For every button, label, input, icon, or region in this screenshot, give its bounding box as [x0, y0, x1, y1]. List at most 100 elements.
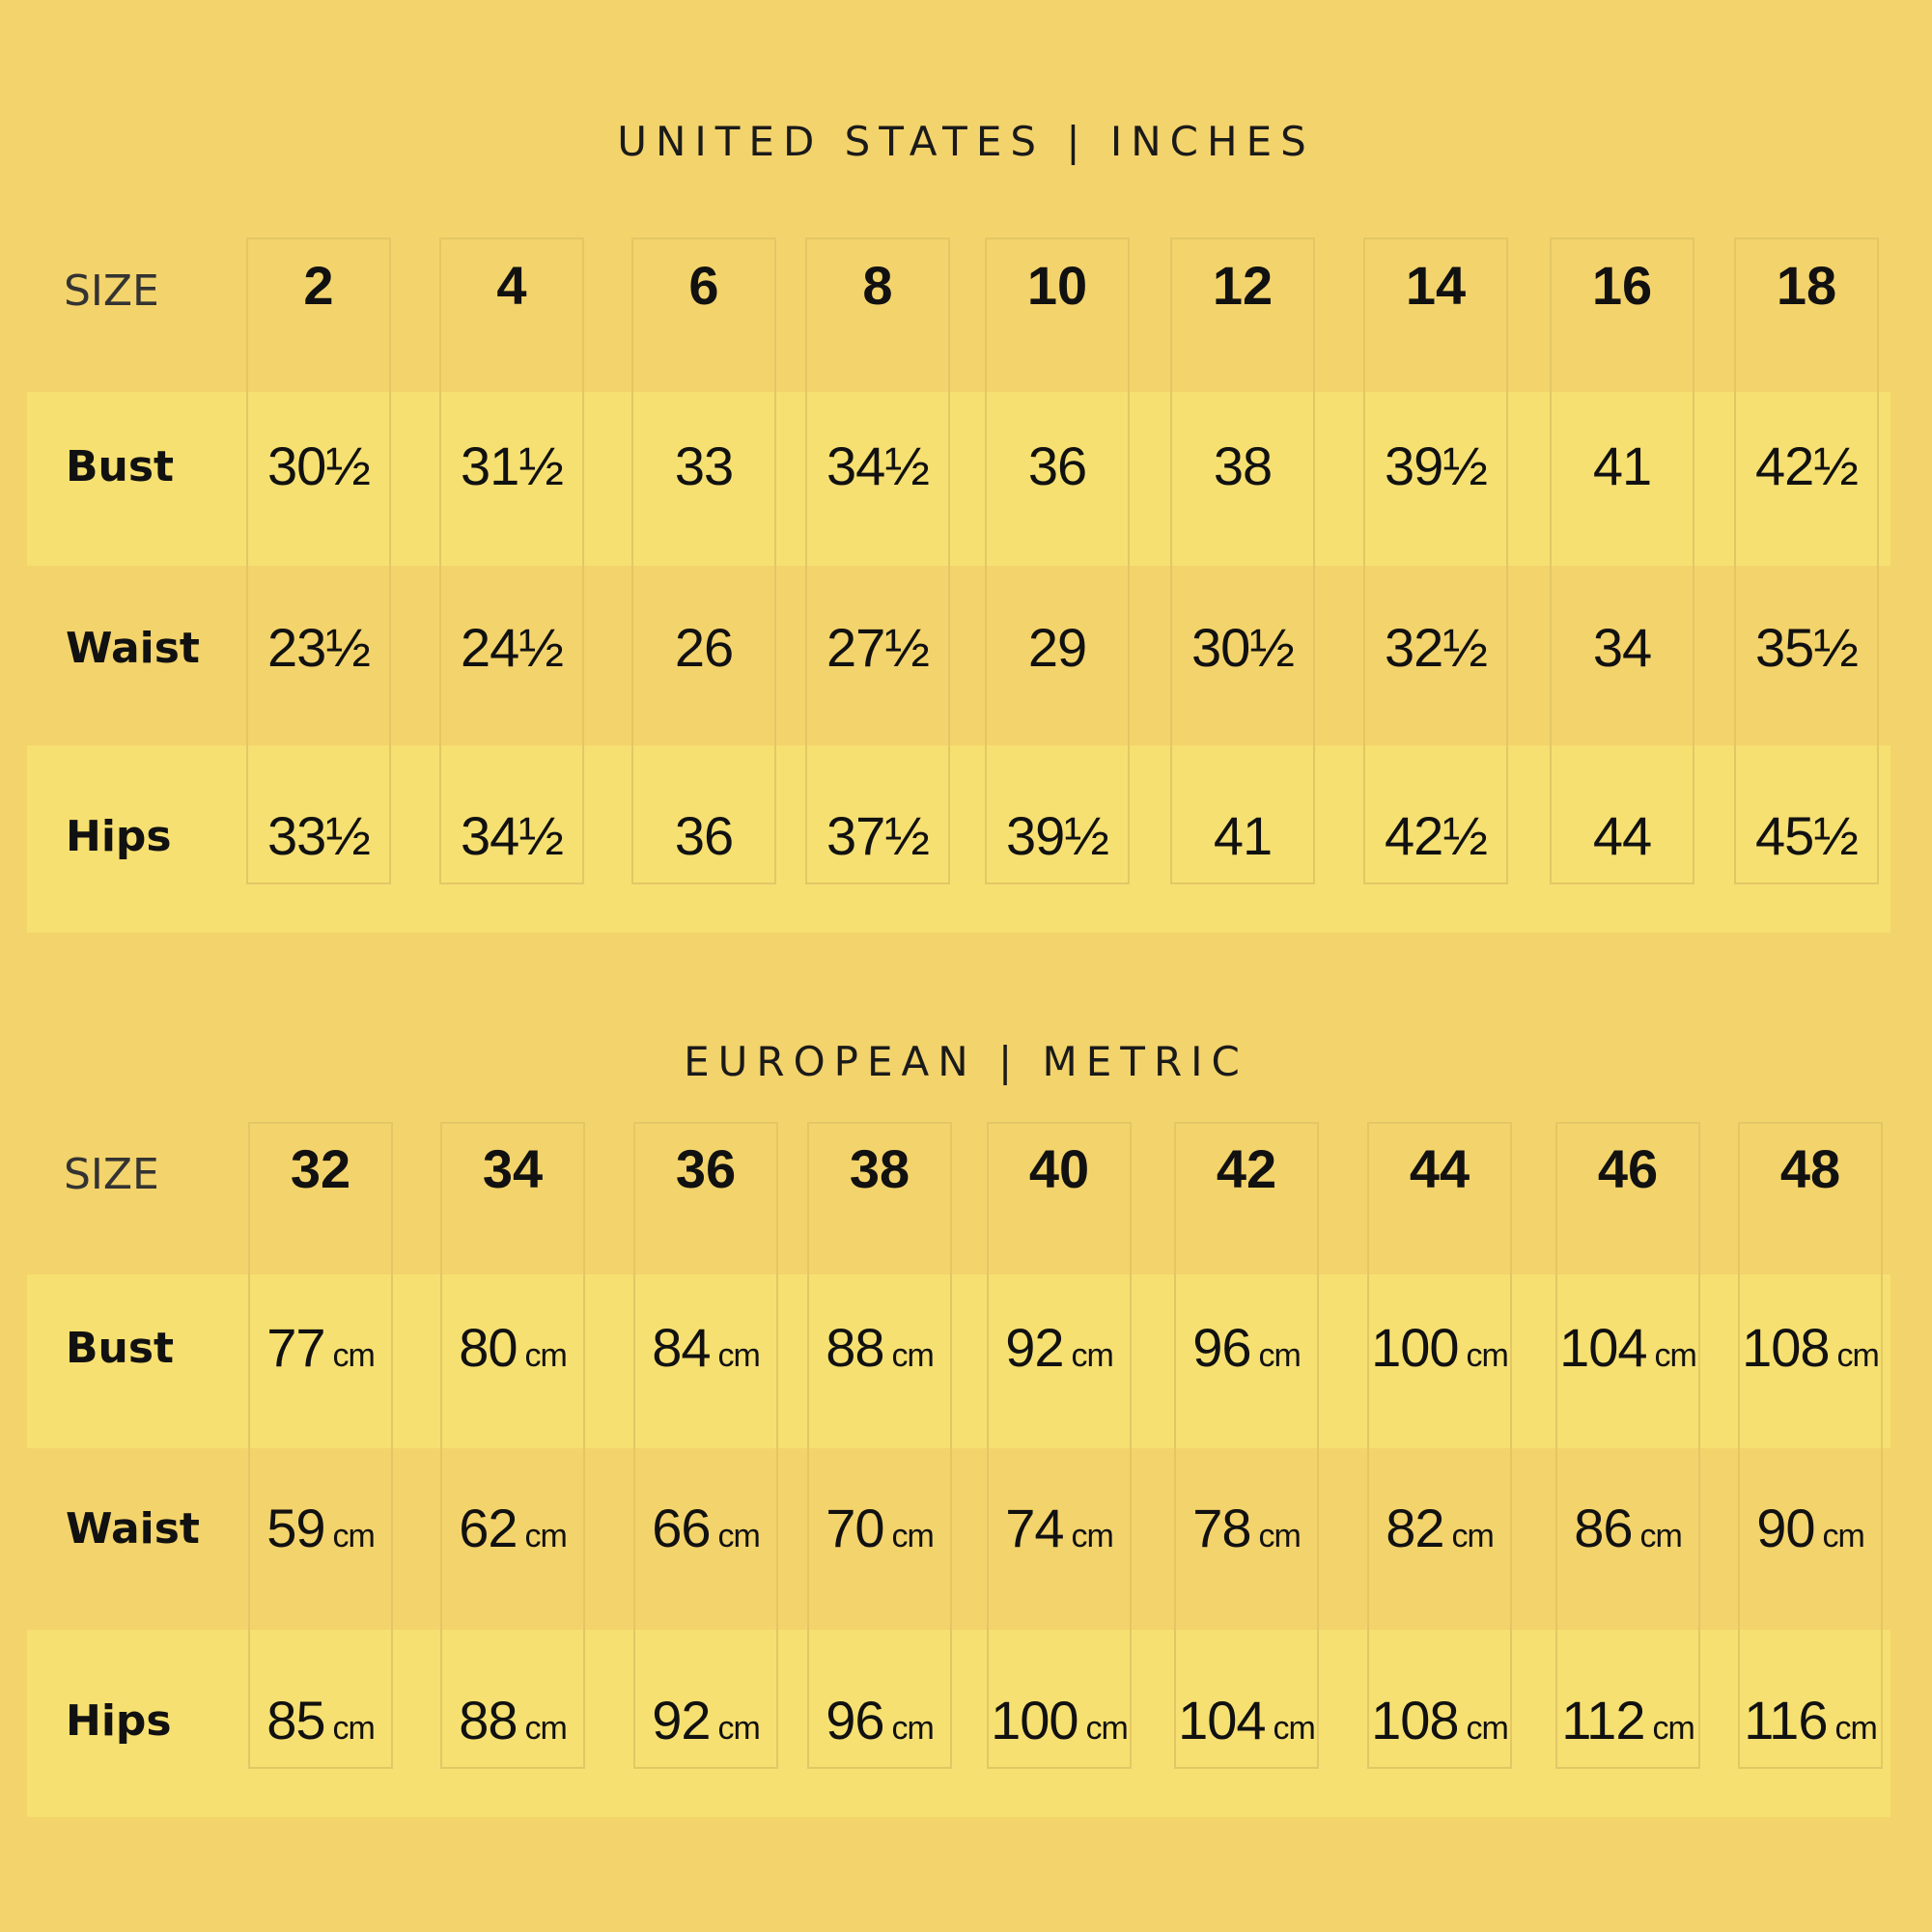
- unit-label: cm: [891, 1337, 934, 1374]
- band-hips: [27, 745, 1890, 933]
- size-column-box: [985, 238, 1130, 884]
- size-header: 16: [1591, 255, 1653, 316]
- measurement-cell: 92 cm: [977, 1316, 1141, 1379]
- measurement-cell: 33: [631, 434, 776, 497]
- measurement-cell: 84 cm: [624, 1316, 788, 1379]
- measurement-cell: 26: [631, 616, 776, 679]
- measurement-cell: 59 cm: [238, 1497, 403, 1559]
- measurement-cell: 100 cm: [977, 1689, 1141, 1751]
- unit-label: cm: [1822, 1518, 1864, 1554]
- size-label: SIZE: [64, 266, 159, 316]
- measurement-value: 100: [1371, 1317, 1459, 1378]
- measurement-value: 34½: [461, 805, 564, 866]
- measurement-value: 42½: [1755, 435, 1859, 496]
- size-column-box: [807, 1122, 952, 1769]
- measurement-value: 92: [652, 1690, 711, 1750]
- measurement-value: 30½: [267, 435, 371, 496]
- size-header: 32: [290, 1138, 351, 1199]
- size-column-box: [1555, 1122, 1700, 1769]
- measurement-value: 66: [652, 1498, 711, 1558]
- size-column-box: [633, 1122, 778, 1769]
- unit-label: cm: [717, 1337, 760, 1374]
- measurement-value: 29: [1027, 617, 1087, 678]
- size-header: 14: [1405, 255, 1467, 316]
- measurement-value: 80: [459, 1317, 518, 1378]
- size-header: 8: [862, 255, 893, 316]
- measurement-cell: 45½: [1734, 804, 1879, 867]
- band-hips: [27, 1630, 1890, 1817]
- unit-label: cm: [1273, 1710, 1316, 1747]
- measurement-value: 100: [991, 1690, 1078, 1750]
- measurement-value: 23½: [267, 617, 371, 678]
- row-label-bust: Bust: [66, 1324, 175, 1373]
- measurement-cell: 112 cm: [1546, 1689, 1710, 1751]
- measurement-cell: 88 cm: [798, 1316, 962, 1379]
- unit-label: cm: [1639, 1518, 1682, 1554]
- measurement-cell: 30½: [1170, 616, 1315, 679]
- measurement-value: 24½: [461, 617, 564, 678]
- measurement-cell: 42½: [1734, 434, 1879, 497]
- size-column-box: [440, 1122, 585, 1769]
- unit-label: cm: [332, 1337, 375, 1374]
- measurement-cell: 96 cm: [798, 1689, 962, 1751]
- row-label-hips: Hips: [66, 812, 172, 861]
- measurement-value: 45½: [1755, 805, 1859, 866]
- measurement-value: 108: [1371, 1690, 1459, 1750]
- row-label-hips: Hips: [66, 1696, 172, 1746]
- measurement-value: 84: [652, 1317, 711, 1378]
- measurement-cell: 23½: [246, 616, 391, 679]
- measurement-cell: 37½: [805, 804, 950, 867]
- size-header: 2: [303, 255, 334, 316]
- measurement-value: 86: [1574, 1498, 1633, 1558]
- measurement-cell: 116 cm: [1728, 1689, 1892, 1751]
- measurement-cell: 62 cm: [431, 1497, 595, 1559]
- measurement-value: 31½: [461, 435, 564, 496]
- measurement-value: 26: [674, 617, 734, 678]
- measurement-value: 96: [1192, 1317, 1251, 1378]
- size-header: 36: [675, 1138, 737, 1199]
- row-label-waist: Waist: [66, 1504, 200, 1554]
- unit-label: cm: [1466, 1710, 1509, 1747]
- measurement-cell: 92 cm: [624, 1689, 788, 1751]
- unit-label: cm: [891, 1710, 934, 1747]
- measurement-cell: 32½: [1363, 616, 1508, 679]
- size-column-box: [1170, 238, 1315, 884]
- measurement-cell: 39½: [985, 804, 1130, 867]
- measurement-value: 88: [459, 1690, 518, 1750]
- measurement-value: 85: [266, 1690, 325, 1750]
- measurement-value: 34½: [826, 435, 930, 496]
- measurement-value: 59: [266, 1498, 325, 1558]
- size-column-box: [248, 1122, 393, 1769]
- size-column-box: [1363, 238, 1508, 884]
- measurement-value: 34: [1592, 617, 1652, 678]
- unit-label: cm: [1836, 1337, 1880, 1374]
- size-column-box: [805, 238, 950, 884]
- unit-label: cm: [1654, 1337, 1697, 1374]
- measurement-cell: 77 cm: [238, 1316, 403, 1379]
- measurement-cell: 86 cm: [1546, 1497, 1710, 1559]
- measurement-cell: 31½: [439, 434, 584, 497]
- measurement-cell: 78 cm: [1164, 1497, 1329, 1559]
- measurement-value: 92: [1005, 1317, 1064, 1378]
- size-column-box: [1550, 238, 1694, 884]
- measurement-cell: 44: [1550, 804, 1694, 867]
- size-header: 4: [496, 255, 527, 316]
- unit-label: cm: [1258, 1518, 1301, 1554]
- measurement-value: 39½: [1385, 435, 1488, 496]
- measurement-value: 78: [1192, 1498, 1251, 1558]
- measurement-cell: 104 cm: [1164, 1689, 1329, 1751]
- size-column-box: [246, 238, 391, 884]
- size-header: 18: [1776, 255, 1837, 316]
- unit-label: cm: [332, 1710, 375, 1747]
- measurement-value: 30½: [1191, 617, 1295, 678]
- measurement-value: 112: [1561, 1690, 1645, 1750]
- measurement-cell: 34½: [805, 434, 950, 497]
- measurement-value: 77: [266, 1317, 325, 1378]
- size-header: 12: [1212, 255, 1274, 316]
- measurement-cell: 100 cm: [1358, 1316, 1522, 1379]
- measurement-cell: 104 cm: [1546, 1316, 1710, 1379]
- measurement-value: 88: [826, 1317, 884, 1378]
- measurement-cell: 41: [1550, 434, 1694, 497]
- measurement-value: 62: [459, 1498, 518, 1558]
- measurement-value: 33½: [267, 805, 371, 866]
